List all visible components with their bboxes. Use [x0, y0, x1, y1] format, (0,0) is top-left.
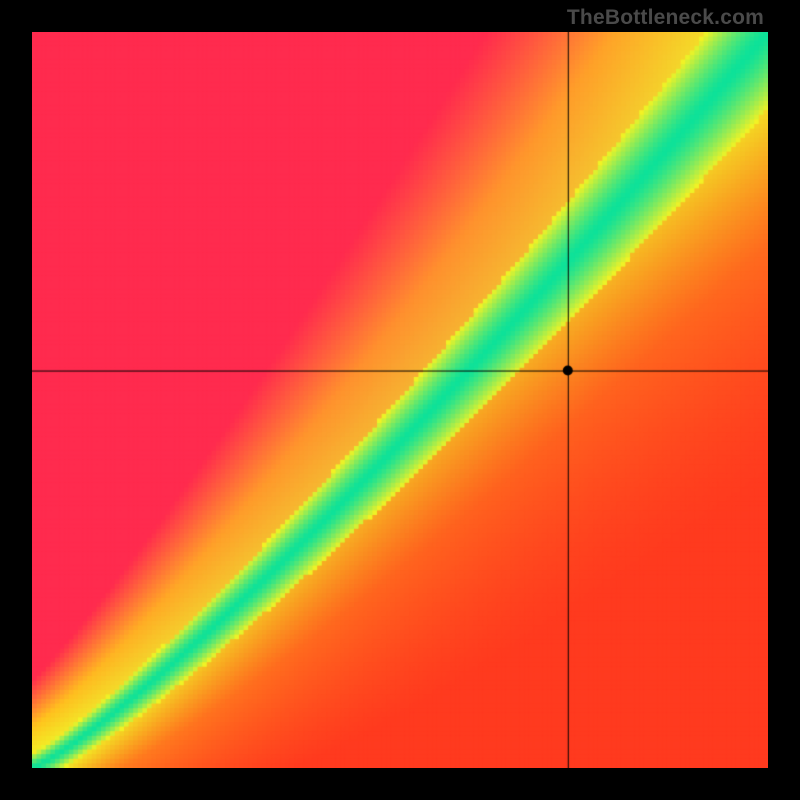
watermark-text: TheBottleneck.com [567, 6, 764, 30]
chart-frame: TheBottleneck.com [0, 0, 800, 800]
bottleneck-heatmap [32, 32, 768, 768]
